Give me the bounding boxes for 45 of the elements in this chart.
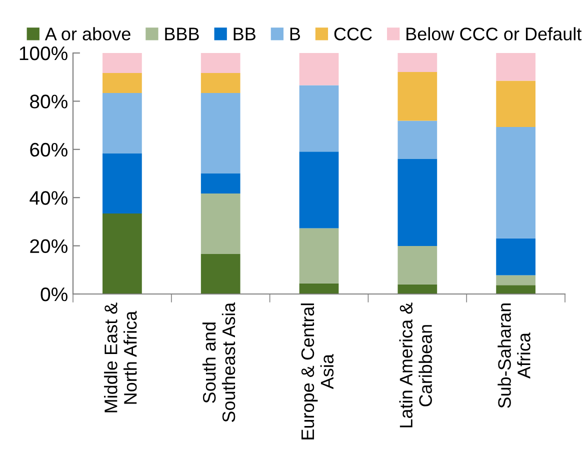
- bar: [398, 284, 438, 294]
- bar: [102, 214, 142, 294]
- bar: [496, 53, 536, 81]
- legend-label: Below CCC or Default: [406, 27, 582, 40]
- y-tick-label: 60%: [30, 142, 68, 157]
- bar: [102, 153, 142, 214]
- bar: [299, 53, 339, 86]
- bar: [398, 120, 438, 159]
- bar: [398, 158, 438, 246]
- bar: [496, 126, 536, 238]
- bar: [200, 93, 240, 174]
- legend-label: BBB: [165, 28, 199, 40]
- bar: [102, 93, 142, 154]
- bar: [299, 152, 339, 228]
- bar: [398, 246, 438, 284]
- bar: [200, 53, 240, 74]
- bar: [102, 53, 142, 74]
- bar: [299, 228, 339, 284]
- bar: [299, 283, 339, 294]
- y-tick-label: 20%: [30, 239, 68, 254]
- x-tick-label: Middle East & North Africa: [104, 302, 137, 412]
- x-tick-label: Europe & Central Asia: [300, 304, 334, 440]
- bar: [496, 80, 536, 127]
- legend-label: A or above: [44, 27, 130, 40]
- x-tick-label: Latin America & Caribbean: [399, 302, 432, 428]
- bar: [102, 73, 142, 94]
- bar: [299, 85, 339, 152]
- legend-label: CCC: [334, 28, 372, 40]
- bar: [200, 194, 240, 254]
- bar: [200, 173, 240, 194]
- bar: [398, 53, 438, 72]
- y-tick-label: 100%: [20, 46, 68, 60]
- legend-label: BB: [234, 28, 256, 40]
- bar: [496, 285, 536, 294]
- y-tick-label: 40%: [30, 191, 68, 205]
- x-tick-label: Sub-Saharan Africa: [498, 304, 530, 408]
- y-tick-label: 80%: [30, 94, 68, 108]
- x-tick-label: South and Southeast Asia: [202, 302, 236, 422]
- bar: [200, 254, 240, 294]
- bar: [496, 275, 536, 286]
- bar: [496, 238, 536, 276]
- bar: [200, 73, 240, 94]
- bar: [398, 72, 438, 121]
- legend-label: B: [290, 28, 300, 40]
- y-tick-label: 0%: [40, 287, 68, 302]
